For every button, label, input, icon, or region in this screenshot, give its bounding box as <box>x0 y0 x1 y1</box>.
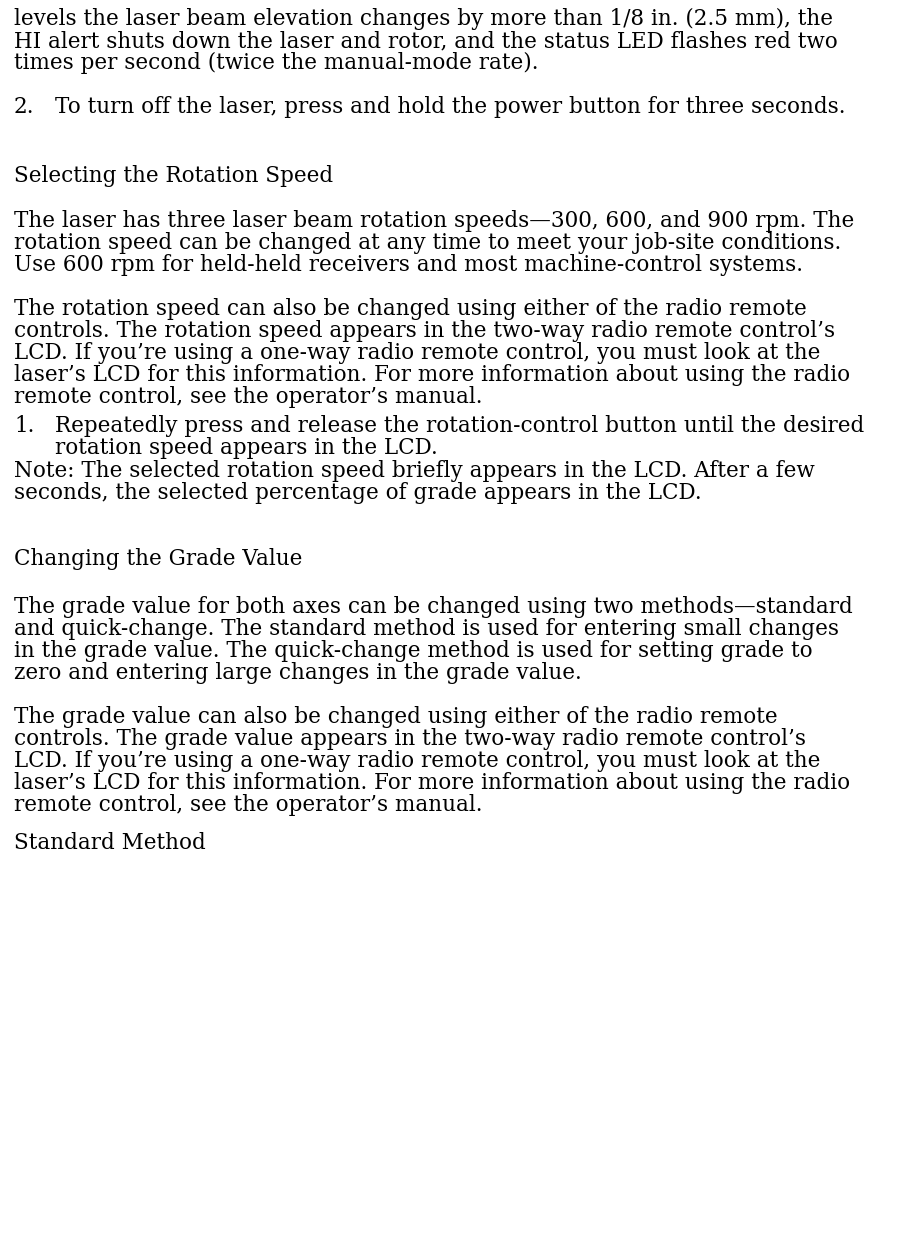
Text: laser’s LCD for this information. For more information about using the radio: laser’s LCD for this information. For mo… <box>14 772 850 794</box>
Text: 1.: 1. <box>14 415 34 437</box>
Text: To turn off the laser, press and hold the power button for three seconds.: To turn off the laser, press and hold th… <box>55 96 845 118</box>
Text: levels the laser beam elevation changes by more than 1/8 in. (2.5 mm), the: levels the laser beam elevation changes … <box>14 8 833 30</box>
Text: times per second (twice the manual‑mode rate).: times per second (twice the manual‑mode … <box>14 52 539 74</box>
Text: rotation speed appears in the LCD.: rotation speed appears in the LCD. <box>55 437 438 459</box>
Text: The laser has three laser beam rotation speeds—300, 600, and 900 rpm. The: The laser has three laser beam rotation … <box>14 210 854 232</box>
Text: seconds, the selected percentage of grade appears in the LCD.: seconds, the selected percentage of grad… <box>14 483 701 504</box>
Text: 2.: 2. <box>14 96 34 118</box>
Text: and quick-change. The standard method is used for entering small changes: and quick-change. The standard method is… <box>14 617 839 640</box>
Text: Selecting the Rotation Speed: Selecting the Rotation Speed <box>14 165 334 186</box>
Text: remote control, see the operator’s manual.: remote control, see the operator’s manua… <box>14 794 483 816</box>
Text: remote control, see the operator’s manual.: remote control, see the operator’s manua… <box>14 386 483 408</box>
Text: rotation speed can be changed at any time to meet your job-site conditions.: rotation speed can be changed at any tim… <box>14 232 841 255</box>
Text: The grade value for both axes can be changed using two methods—standard: The grade value for both axes can be cha… <box>14 596 853 617</box>
Text: in the grade value. The quick-change method is used for setting grade to: in the grade value. The quick-change met… <box>14 640 813 662</box>
Text: Note: The selected rotation speed briefly appears in the LCD. After a few: Note: The selected rotation speed briefl… <box>14 460 814 483</box>
Text: LCD. If you’re using a one-way radio remote control, you must look at the: LCD. If you’re using a one-way radio rem… <box>14 750 821 772</box>
Text: HI alert shuts down the laser and rotor, and the status LED flashes red two: HI alert shuts down the laser and rotor,… <box>14 30 838 52</box>
Text: controls. The grade value appears in the two-way radio remote control’s: controls. The grade value appears in the… <box>14 728 806 750</box>
Text: Use 600 rpm for held‑held receivers and most machine-control systems.: Use 600 rpm for held‑held receivers and … <box>14 255 803 276</box>
Text: The rotation speed can also be changed using either of the radio remote: The rotation speed can also be changed u… <box>14 299 806 320</box>
Text: zero and entering large changes in the grade value.: zero and entering large changes in the g… <box>14 662 582 684</box>
Text: controls. The rotation speed appears in the two-way radio remote control’s: controls. The rotation speed appears in … <box>14 320 835 341</box>
Text: LCD. If you’re using a one-way radio remote control, you must look at the: LCD. If you’re using a one-way radio rem… <box>14 341 821 364</box>
Text: The grade value can also be changed using either of the radio remote: The grade value can also be changed usin… <box>14 706 778 728</box>
Text: Standard Method: Standard Method <box>14 832 206 854</box>
Text: Changing the Grade Value: Changing the Grade Value <box>14 548 302 570</box>
Text: Repeatedly press and release the rotation-control button until the desired: Repeatedly press and release the rotatio… <box>55 415 864 437</box>
Text: laser’s LCD for this information. For more information about using the radio: laser’s LCD for this information. For mo… <box>14 364 850 386</box>
